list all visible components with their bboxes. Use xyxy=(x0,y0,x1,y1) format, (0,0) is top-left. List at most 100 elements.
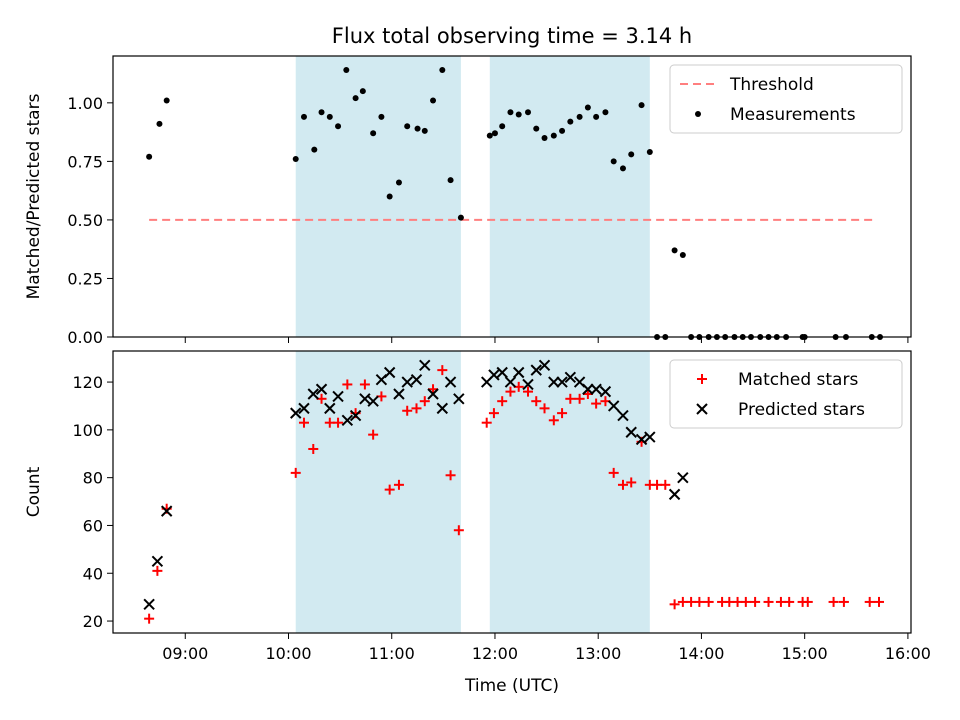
matched-point-36 xyxy=(591,398,602,409)
x-tick-label-1: 10:00 xyxy=(265,644,311,663)
predicted-point-17-b xyxy=(410,373,423,386)
chart-title: Flux total observing time = 3.14 h xyxy=(332,24,692,48)
matched-point-63 xyxy=(873,596,884,607)
predicted-point-19-b xyxy=(427,388,439,400)
measurement-point-21 xyxy=(447,177,454,184)
predicted-point-1 xyxy=(151,555,164,568)
predicted-point-8 xyxy=(332,390,344,403)
predicted-point-33 xyxy=(564,371,577,383)
x-tick-label-7: 16:00 xyxy=(885,644,931,663)
y-tick-label-3: 80 xyxy=(83,469,103,488)
predicted-point-26-b xyxy=(504,376,517,388)
y-tick-label-4: 1.00 xyxy=(67,94,103,113)
legend: Threshold Measurements xyxy=(669,64,903,134)
predicted-point-4 xyxy=(298,402,310,415)
measurement-point-34 xyxy=(576,113,583,120)
y-tick-label-2: 0.50 xyxy=(67,211,103,230)
measurement-point-36 xyxy=(593,113,600,120)
measurement-point-11 xyxy=(359,88,366,95)
legend-predicted-label: Predicted stars xyxy=(738,400,865,420)
predicted-point-35-b xyxy=(582,383,594,395)
matched-point-48 xyxy=(694,596,705,607)
legend-box xyxy=(669,359,903,429)
shaded-span-1 xyxy=(489,351,650,633)
matched-point-38 xyxy=(608,467,619,478)
predicted-point-42 xyxy=(644,431,656,443)
matched-point-17 xyxy=(411,403,422,414)
predicted-point-22 xyxy=(453,393,465,405)
predicted-point-10 xyxy=(349,409,362,422)
predicted-point-14-b xyxy=(383,366,396,379)
matched-point-9 xyxy=(342,379,353,390)
measurement-point-17 xyxy=(414,125,421,132)
matched-point-26 xyxy=(505,386,516,397)
measurement-point-22 xyxy=(457,214,464,221)
predicted-point-37-b xyxy=(599,385,612,398)
shaded-span-0 xyxy=(295,351,461,633)
measurement-point-1 xyxy=(156,120,163,127)
measurement-point-15 xyxy=(395,179,402,186)
measurement-point-32 xyxy=(559,127,566,134)
matched-point-57 xyxy=(784,596,795,607)
legend-matched-swatch xyxy=(697,374,707,384)
y-tick-label-1: 0.25 xyxy=(67,269,103,288)
predicted-point-42-b xyxy=(644,431,656,443)
predicted-point-41-b xyxy=(635,433,648,446)
matched-point-39 xyxy=(617,479,628,490)
predicted-point-20-b xyxy=(436,402,449,415)
predicted-point-37 xyxy=(599,385,612,398)
legend-measurements-label: Measurements xyxy=(730,105,856,125)
measurement-point-45 xyxy=(671,247,678,254)
predicted-point-36-b xyxy=(590,383,602,395)
predicted-point-2 xyxy=(160,505,173,517)
matched-point-44 xyxy=(660,479,671,490)
measurement-point-35 xyxy=(584,104,591,111)
matched-point-60 xyxy=(828,596,839,607)
matched-point-49 xyxy=(703,596,714,607)
matched-point-61 xyxy=(838,596,849,607)
measurement-point-6 xyxy=(318,109,325,116)
x-tick-label-0: 09:00 xyxy=(162,644,208,663)
matched-point-25 xyxy=(497,396,508,407)
measurement-point-13 xyxy=(378,113,385,120)
measurement-point-10 xyxy=(352,95,359,102)
predicted-point-30 xyxy=(538,359,551,372)
shaded-span-1 xyxy=(489,56,650,337)
predicted-point-31 xyxy=(548,376,560,388)
matched-point-29 xyxy=(531,396,542,407)
predicted-point-38-b xyxy=(607,400,620,412)
matched-point-33 xyxy=(565,393,576,404)
predicted-point-3 xyxy=(290,407,302,419)
predicted-point-40 xyxy=(625,426,637,438)
measurement-point-3 xyxy=(292,156,299,163)
predicted-point-21-b xyxy=(444,376,457,388)
measurement-point-0 xyxy=(146,153,153,160)
y-axis-label: Matched/Predicted stars xyxy=(24,93,44,299)
x-tick-label-6: 15:00 xyxy=(782,644,828,663)
legend-threshold-label: Threshold xyxy=(729,75,814,95)
predicted-point-18 xyxy=(419,359,431,372)
measurement-point-5 xyxy=(311,146,318,153)
predicted-point-5 xyxy=(307,388,319,400)
legend-measurements-swatch xyxy=(695,111,701,117)
predicted-point-35 xyxy=(582,383,594,395)
x-tick-label-5: 14:00 xyxy=(678,644,724,663)
predicted-point-20 xyxy=(436,402,449,415)
shaded-span-0 xyxy=(295,56,461,337)
predicted-point-26 xyxy=(504,376,517,388)
measurement-point-4 xyxy=(300,113,307,120)
predicted-point-32-b xyxy=(556,376,568,388)
legend: Matched stars Predicted stars xyxy=(669,359,903,429)
y-tick-label-3: 0.75 xyxy=(67,152,103,171)
predicted-point-41 xyxy=(635,433,648,446)
predicted-point-22-b xyxy=(453,393,465,405)
measurement-point-40 xyxy=(628,151,635,158)
predicted-point-29-b xyxy=(530,364,542,376)
y-tick-label-5: 120 xyxy=(72,373,103,392)
predicted-point-28 xyxy=(522,378,534,391)
predicted-point-19 xyxy=(427,388,439,400)
matched-point-53 xyxy=(740,596,751,607)
predicted-point-11 xyxy=(359,393,371,405)
matched-point-55 xyxy=(763,596,774,607)
predicted-point-25 xyxy=(496,366,508,379)
